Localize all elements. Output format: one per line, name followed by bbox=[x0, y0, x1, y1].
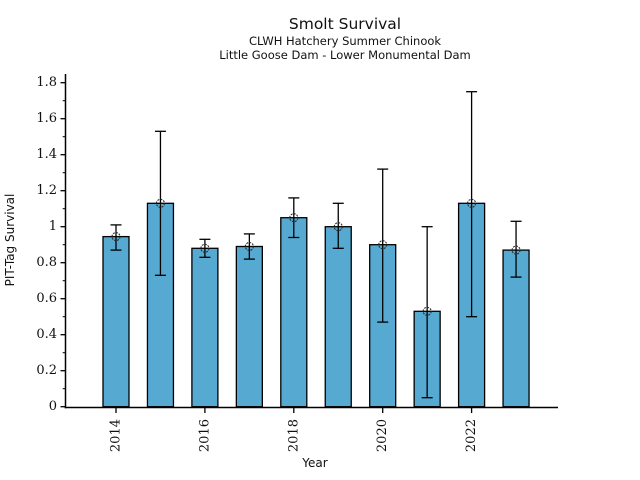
point-marker bbox=[289, 213, 299, 223]
y-axis-label: PIT-Tag Survival bbox=[3, 194, 17, 287]
y-tick-label: 0.4 bbox=[36, 327, 57, 342]
bar bbox=[280, 217, 308, 408]
y-tick-label: 1.6 bbox=[36, 111, 57, 126]
chart-subtitle-1: CLWH Hatchery Summer Chinook bbox=[249, 34, 441, 48]
x-tick-label: 2020 bbox=[375, 419, 390, 452]
point-marker bbox=[111, 232, 121, 242]
point-marker bbox=[511, 245, 521, 255]
point-marker bbox=[422, 306, 432, 316]
point-marker bbox=[467, 198, 477, 208]
y-tick-label: 1.4 bbox=[36, 147, 57, 162]
point-marker bbox=[200, 243, 210, 253]
point-marker bbox=[155, 198, 165, 208]
y-tick-label: 0.2 bbox=[36, 363, 57, 378]
point-marker bbox=[333, 222, 343, 232]
chart-title: Smolt Survival bbox=[289, 15, 401, 33]
x-tick-label: 2018 bbox=[286, 419, 301, 452]
y-tick-label: 1.2 bbox=[36, 183, 57, 198]
bar bbox=[191, 247, 219, 408]
y-tick-label: 0 bbox=[49, 399, 57, 414]
bar bbox=[235, 245, 264, 408]
point-marker bbox=[244, 241, 254, 252]
y-tick-label: 1.8 bbox=[36, 75, 57, 90]
x-tick-label: 2016 bbox=[197, 419, 212, 452]
point-marker bbox=[378, 240, 388, 250]
chart-subtitle-2: Little Goose Dam - Lower Monumental Dam bbox=[219, 48, 471, 62]
plot-area: 0 0.2 0.4 0.6 0.8 1 1.2 1.4 1.6 1.8 2014 2016 2018 20… bbox=[36, 74, 558, 452]
y-tick-label: 1 bbox=[49, 219, 57, 234]
bar bbox=[102, 235, 130, 408]
x-axis-label: Year bbox=[301, 456, 327, 470]
x-tick-label: 2022 bbox=[464, 419, 479, 452]
x-tick-label: 2014 bbox=[109, 419, 124, 452]
bar bbox=[324, 226, 352, 408]
y-tick-label: 0.8 bbox=[36, 255, 57, 270]
y-tick-label: 0.6 bbox=[36, 291, 57, 306]
